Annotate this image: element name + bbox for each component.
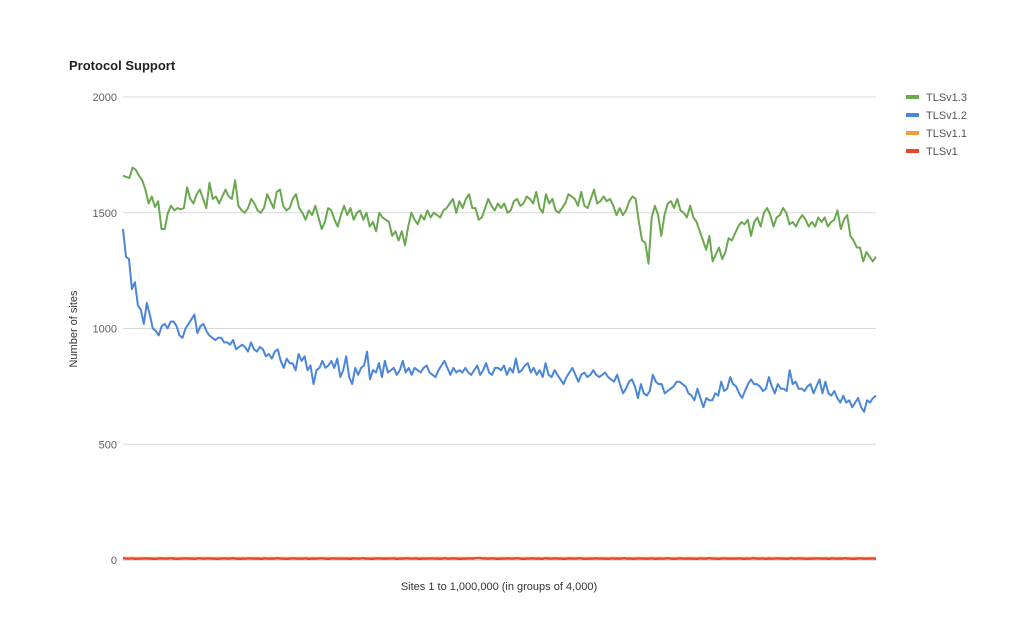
y-tick-label: 0 — [111, 555, 117, 567]
chart-title: Protocol Support — [69, 58, 176, 73]
y-tick-label: 500 — [99, 439, 117, 451]
x-axis-label: Sites 1 to 1,000,000 (in groups of 4,000… — [401, 581, 597, 593]
series-line-tlsv1 — [122, 556, 877, 561]
series-line-tlsv1-3 — [122, 166, 877, 265]
legend: TLSv1.3 TLSv1.2 TLSv1.1 TLSv1 — [906, 92, 967, 158]
y-tick-labels: 0 500 1000 1500 2000 — [93, 92, 117, 567]
y-tick-label: 1000 — [93, 324, 117, 336]
legend-label-tlsv1-2[interactable]: TLSv1.2 — [926, 110, 967, 122]
y-tick-label: 2000 — [93, 92, 117, 104]
y-tick-label: 1500 — [93, 208, 117, 220]
legend-swatch-tlsv1-2 — [906, 113, 919, 117]
series-lines — [122, 166, 877, 561]
legend-swatch-tlsv1 — [906, 149, 919, 153]
series-line-tlsv1-2 — [122, 228, 877, 413]
y-axis-label: Number of sites — [68, 290, 80, 368]
legend-label-tlsv1-1[interactable]: TLSv1.1 — [926, 128, 967, 140]
legend-label-tlsv1-3[interactable]: TLSv1.3 — [926, 92, 967, 104]
legend-label-tlsv1[interactable]: TLSv1 — [926, 146, 958, 158]
legend-swatch-tlsv1-3 — [906, 95, 919, 99]
legend-swatch-tlsv1-1 — [906, 131, 919, 135]
gridlines — [123, 96, 876, 561]
